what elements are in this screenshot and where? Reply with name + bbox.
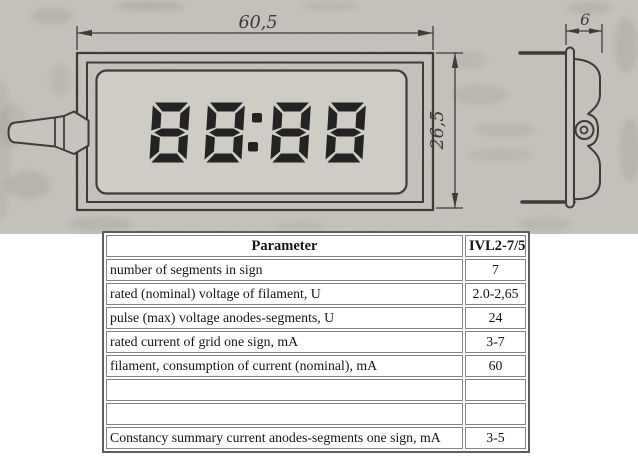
parameter-cell: filament, consumption of current (nomina… <box>106 355 463 377</box>
value-cell: 3-7 <box>465 331 526 353</box>
evacuation-tip <box>7 110 90 155</box>
side-exhaust-port-outer <box>574 120 595 140</box>
seven-segment-digit <box>204 102 245 163</box>
dimension-depth-label: 6 <box>580 11 590 29</box>
table-row <box>106 403 526 425</box>
table-row: filament, consumption of current (nomina… <box>106 355 526 377</box>
side-view <box>518 46 601 209</box>
dimension-annotations <box>76 24 603 209</box>
table-row: rated current of grid one sign, mA 3-7 <box>106 331 526 353</box>
dimension-height-label: 26,5 <box>428 111 448 151</box>
table-header-row: Parameter IVL2-7/5 <box>106 235 526 257</box>
front-view <box>7 51 435 212</box>
colon-dot <box>248 142 258 152</box>
technical-drawing-scan: 60,5 26,5 6 <box>0 0 638 234</box>
seven-segment-digit <box>325 102 366 163</box>
value-cell: 60 <box>465 355 526 377</box>
side-glass-envelope <box>574 58 601 201</box>
column-header-parameter: Parameter <box>106 235 463 257</box>
colon-dot <box>252 113 262 123</box>
value-cell <box>465 403 526 425</box>
parameters-table: Parameter IVL2-7/5 number of segments in… <box>102 231 530 453</box>
side-faceplate <box>565 46 575 209</box>
column-header-model: IVL2-7/5 <box>465 235 526 257</box>
arrowhead <box>589 28 602 34</box>
parameter-cell: number of segments in sign <box>106 259 463 281</box>
display-digits <box>149 102 366 163</box>
value-cell: 7 <box>465 259 526 281</box>
table-row: rated (nominal) voltage of filament, U 2.… <box>106 283 526 305</box>
dimension-width-label: 60,5 <box>239 13 278 33</box>
parameter-cell: rated (nominal) voltage of filament, U <box>106 283 463 305</box>
table-row: pulse (max) voltage anodes-segments, U 24 <box>106 307 526 329</box>
arrowhead <box>451 193 459 208</box>
parameter-cell: rated current of grid one sign, mA <box>106 331 463 353</box>
value-cell: 24 <box>465 307 526 329</box>
parameter-cell <box>106 403 463 425</box>
parameter-cell <box>106 379 463 401</box>
table-row: number of segments in sign 7 <box>106 259 526 281</box>
parameter-cell: pulse (max) voltage anodes-segments, U <box>106 307 463 329</box>
parameters-table-body: number of segments in sign 7 rated (nomina… <box>106 259 526 449</box>
seven-segment-digit <box>149 102 190 163</box>
arrowhead <box>566 28 579 34</box>
value-cell <box>465 379 526 401</box>
table-row: Constancy summary current anodes-segment… <box>106 427 526 449</box>
arrowhead <box>451 53 459 68</box>
arrowhead <box>77 29 92 37</box>
table-row <box>106 379 526 401</box>
value-cell: 2.0-2,65 <box>465 283 526 305</box>
side-exhaust-port-inner <box>579 125 589 135</box>
arrowhead <box>418 29 433 37</box>
parameter-cell: Constancy summary current anodes-segment… <box>106 427 463 449</box>
value-cell: 3-5 <box>465 427 526 449</box>
front-display-window <box>95 69 408 195</box>
seven-segment-digit <box>270 102 311 163</box>
